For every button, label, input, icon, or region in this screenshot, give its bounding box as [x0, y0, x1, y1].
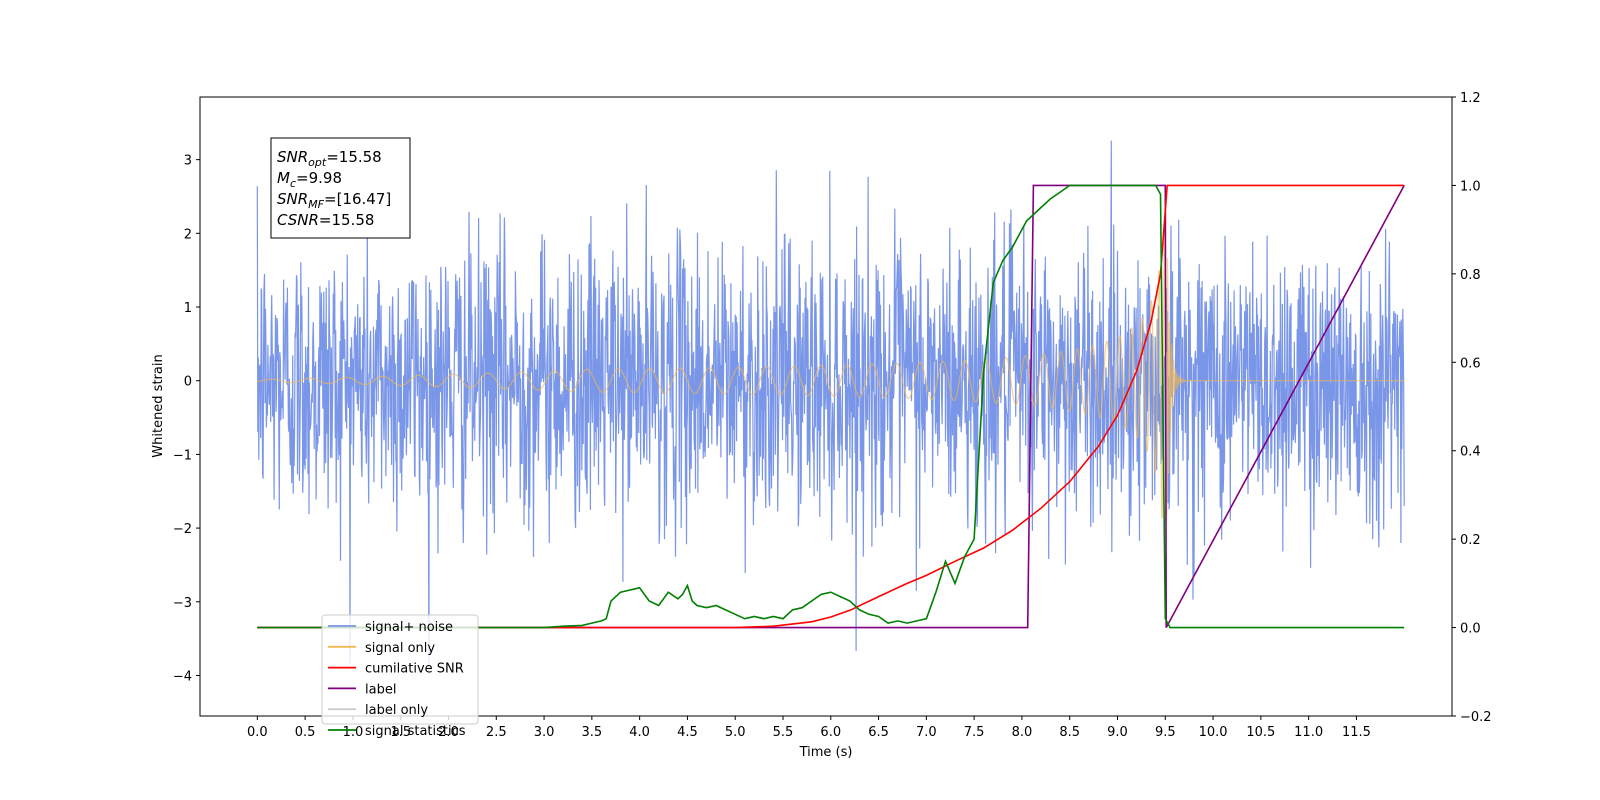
x-tick-label: 0.5 — [295, 725, 316, 740]
x-tick-label: 4.5 — [677, 725, 698, 740]
x-tick-label: 4.0 — [629, 725, 650, 740]
annotation-line: CSNR=15.58 — [277, 211, 374, 229]
y-tick-label-right: 0.6 — [1460, 356, 1481, 371]
y-axis-label: Whitened strain — [151, 354, 166, 457]
x-tick-label: 9.5 — [1155, 725, 1176, 740]
legend-entry: label — [365, 682, 396, 697]
x-axis-label: Time (s) — [799, 745, 853, 760]
y-tick-label-right: 0.2 — [1460, 533, 1481, 548]
y-axis-right: 1.2 1.0 0.8 0.6 0.4 0.2 0.0 −0.2 — [1452, 91, 1492, 725]
x-tick-label: 6.0 — [820, 725, 841, 740]
x-tick-label: 11.5 — [1342, 725, 1371, 740]
x-tick-label: 7.0 — [916, 725, 937, 740]
y-tick-label-left: −3 — [173, 596, 192, 611]
x-tick-label: 10.0 — [1199, 725, 1228, 740]
x-tick-label: 1.5 — [390, 725, 411, 740]
y-tick-label-left: −1 — [173, 448, 192, 463]
y-tick-label-right: 0.0 — [1460, 622, 1481, 637]
annotation-box: SNRopt=15.58Mc=9.98SNRMF=[16.47]CSNR=15.… — [270, 137, 411, 239]
series-signal-statistics — [257, 184, 1405, 629]
x-tick-label: 11.0 — [1294, 725, 1323, 740]
x-tick-label: 10.5 — [1246, 725, 1275, 740]
x-tick-label: 2.0 — [438, 725, 459, 740]
x-tick-label: 6.5 — [868, 725, 889, 740]
x-axis: 0.0 0.5 1.0 1.5 2.0 2.5 3.0 3.5 4.0 4.5 5.0 5.5 6.0 6… — [247, 716, 1371, 740]
series-signal-only — [257, 233, 1405, 524]
x-tick-label: 5.5 — [773, 725, 794, 740]
x-tick-label: 1.0 — [343, 725, 364, 740]
series-layer — [256, 140, 1405, 675]
x-tick-label: 8.5 — [1059, 725, 1080, 740]
x-tick-label: 2.5 — [486, 725, 507, 740]
legend-frame — [321, 614, 479, 725]
x-tick-label: 7.5 — [964, 725, 985, 740]
x-tick-label: 3.0 — [534, 725, 555, 740]
x-tick-label: 8.0 — [1012, 725, 1033, 740]
x-tick-label: 9.0 — [1107, 725, 1128, 740]
annotation-line: SNRMF=[16.47] — [277, 190, 391, 211]
legend-entry: label only — [365, 703, 428, 718]
y-tick-label-left: 2 — [184, 227, 192, 242]
series-signal-noise — [256, 140, 1405, 675]
legend: signal+ noise signal only cumilative SNR la… — [321, 614, 479, 739]
legend-entry: signal+ noise — [365, 620, 453, 635]
y-axis-left: 3 2 1 0 −1 −2 −3 −4 — [173, 154, 200, 684]
annotation-line: Mc=9.98 — [277, 169, 342, 190]
annotation-line: SNRopt=15.58 — [277, 148, 382, 169]
legend-entry: signal statistics — [365, 724, 466, 739]
x-tick-label: 0.0 — [247, 725, 268, 740]
y-tick-label-right: 0.4 — [1460, 445, 1481, 460]
legend-entry: signal only — [365, 641, 435, 656]
legend-entry: cumilative SNR — [365, 662, 464, 677]
plot-frame — [199, 96, 1453, 717]
y-tick-label-right: 1.0 — [1460, 179, 1481, 194]
y-tick-label-left: 1 — [184, 301, 192, 316]
y-tick-label-right: −0.2 — [1460, 710, 1492, 725]
series-cumulative-snr — [257, 184, 1405, 629]
y-tick-label-left: 3 — [184, 154, 192, 169]
x-tick-label: 5.0 — [725, 725, 746, 740]
y-tick-label-left: −4 — [173, 669, 192, 684]
y-tick-label-right: 0.8 — [1460, 268, 1481, 283]
annotation-frame — [270, 137, 411, 239]
y-tick-label-right: 1.2 — [1460, 91, 1481, 106]
y-tick-label-left: −2 — [173, 522, 192, 537]
y-tick-label-left: 0 — [184, 375, 192, 390]
x-tick-label: 3.5 — [582, 725, 603, 740]
